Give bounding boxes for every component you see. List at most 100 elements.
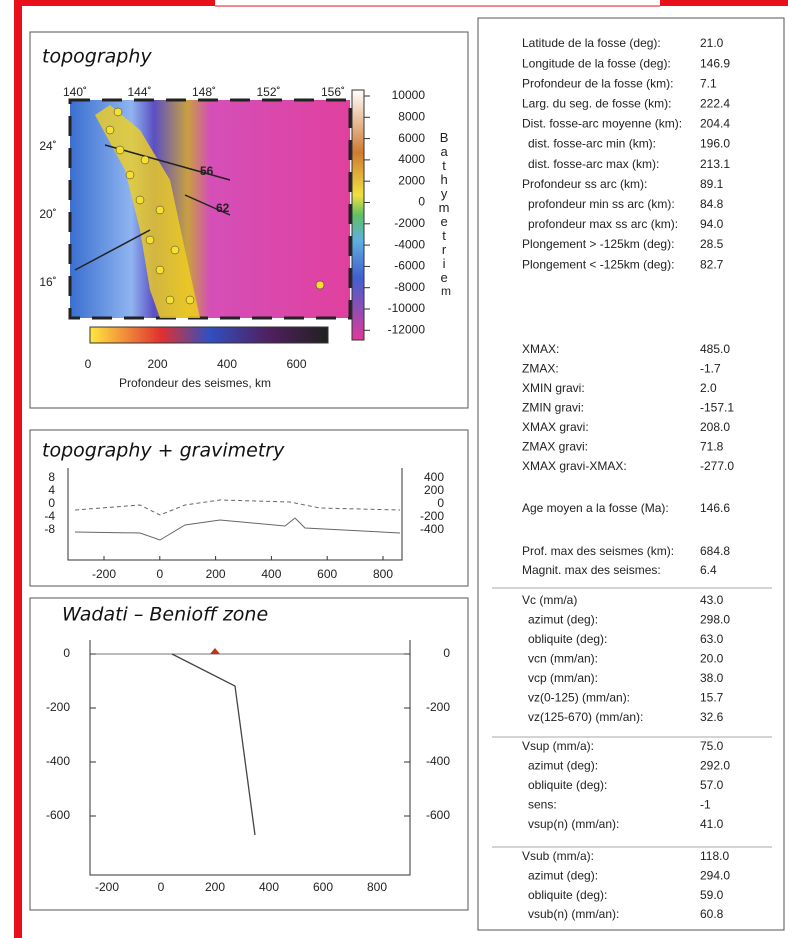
quake: [146, 236, 154, 244]
bathy-tick: 2000: [398, 173, 425, 187]
row-value: 38.0: [700, 671, 724, 685]
row-value: -1.7: [700, 362, 721, 376]
profile: [75, 500, 400, 515]
row-value: 294.0: [700, 868, 730, 882]
row-label: azimut (deg):: [528, 759, 598, 773]
row-label: Longitude de la fosse (deg):: [522, 56, 671, 70]
y-tick-label: 0: [48, 496, 55, 510]
bathy-tick: 0: [418, 195, 425, 209]
depth-colorbar: [90, 327, 328, 343]
slab: [172, 654, 255, 835]
row-value: 292.0: [700, 759, 730, 773]
row-value: 60.8: [700, 907, 724, 921]
quake: [171, 246, 179, 254]
row-value: 298.0: [700, 613, 730, 627]
volcano: [210, 648, 220, 654]
plot-frame: [90, 640, 410, 875]
section-label: 62: [216, 201, 230, 215]
row-label: ZMAX:: [522, 362, 559, 376]
row-label: XMAX gravi:: [522, 420, 589, 434]
row-label: azimut (deg):: [528, 613, 598, 627]
row-value: 146.6: [700, 501, 730, 515]
depth-tick: 0: [85, 357, 92, 371]
bathy-colorbar: [352, 90, 364, 340]
row-label: profondeur min ss arc (km):: [528, 197, 675, 211]
lon-label: 156˚: [321, 85, 345, 99]
row-label: vz(125-670) (mm/an):: [528, 710, 643, 724]
x-tick-label: -200: [95, 880, 119, 894]
bathy-unit: m: [441, 284, 451, 298]
x-tick-label: 600: [313, 880, 333, 894]
row-label: Plongement < -125km (deg):: [522, 257, 674, 271]
row-value: -157.1: [700, 401, 734, 415]
row-label: XMAX gravi-XMAX:: [522, 459, 627, 473]
bathy-label: Bathymetrie: [437, 130, 452, 284]
row-label: XMAX:: [522, 342, 559, 356]
lon-label: 140˚: [63, 85, 87, 99]
row-label: Vsub (mm/a):: [522, 849, 594, 863]
x-tick-label: 200: [205, 880, 225, 894]
row-value: 89.1: [700, 177, 724, 191]
row-label: vsup(n) (mm/an):: [528, 817, 619, 831]
x-tick-label: 0: [156, 567, 163, 581]
panel-title: Wadati – Benioff zone: [62, 604, 268, 626]
row-label: vcp (mm/an):: [528, 671, 598, 685]
y2-tick-label: 0: [443, 646, 450, 660]
row-label: sens:: [528, 798, 557, 812]
bathy-tick: -10000: [388, 301, 426, 315]
table-frame: [478, 18, 784, 930]
row-label: vsub(n) (mm/an):: [528, 907, 619, 921]
row-value: 63.0: [700, 632, 724, 646]
depth-caption: Profondeur des seismes, km: [119, 376, 271, 390]
x-tick-label: -200: [92, 567, 116, 581]
row-label: azimut (deg):: [528, 868, 598, 882]
row-value: 485.0: [700, 342, 730, 356]
panel-title: topography + gravimetry: [42, 440, 285, 462]
row-value: 7.1: [700, 76, 717, 90]
row-label: Profondeur ss arc (km):: [522, 177, 647, 191]
y2-tick-label: 200: [424, 483, 444, 497]
y2-tick-label: -400: [426, 754, 450, 768]
row-label: Dist. fosse-arc moyenne (km):: [522, 117, 682, 131]
row-value: 6.4: [700, 563, 717, 577]
quake: [114, 108, 122, 116]
quake: [156, 266, 164, 274]
y-tick-label: -4: [44, 509, 55, 523]
plot-frame: [68, 468, 402, 560]
bathy-tick: -2000: [394, 216, 425, 230]
row-value: 82.7: [700, 257, 724, 271]
y2-tick-label: 400: [424, 470, 444, 484]
lon-label: 148˚: [192, 85, 216, 99]
row-value: 208.0: [700, 420, 730, 434]
bathy-tick: 6000: [398, 131, 425, 145]
row-value: 213.1: [700, 157, 730, 171]
x-tick-label: 0: [158, 880, 165, 894]
x-tick-label: 800: [367, 880, 387, 894]
lat-label: 24˚: [39, 139, 56, 153]
red-bar: [660, 0, 788, 6]
red-bar: [22, 0, 215, 6]
x-tick-label: 400: [261, 567, 281, 581]
row-label: Prof. max des seismes (km):: [522, 544, 674, 558]
row-value: -1: [700, 798, 711, 812]
row-label: Latitude de la fosse (deg):: [522, 36, 661, 50]
row-label: dist. fosse-arc max (km):: [528, 157, 659, 171]
bathy-tick: 8000: [398, 109, 425, 123]
row-value: 2.0: [700, 381, 717, 395]
panel-title: topography: [42, 46, 152, 68]
row-value: 94.0: [700, 217, 724, 231]
row-label: Larg. du seg. de fosse (km):: [522, 96, 671, 110]
row-label: obliquite (deg):: [528, 778, 607, 792]
panel-frame: [30, 598, 468, 910]
row-value: 41.0: [700, 817, 724, 831]
row-value: 118.0: [700, 849, 729, 863]
quake: [166, 296, 174, 304]
red-bar: [14, 0, 22, 938]
lat-label: 16˚: [39, 275, 56, 289]
page: topography Profondeur des seismes, km Ba…: [0, 0, 788, 938]
quake: [141, 156, 149, 164]
quake: [156, 206, 164, 214]
row-value: 32.6: [700, 710, 724, 724]
row-label: Profondeur de la fosse (km):: [522, 76, 673, 90]
bathy-tick: 10000: [392, 88, 426, 102]
